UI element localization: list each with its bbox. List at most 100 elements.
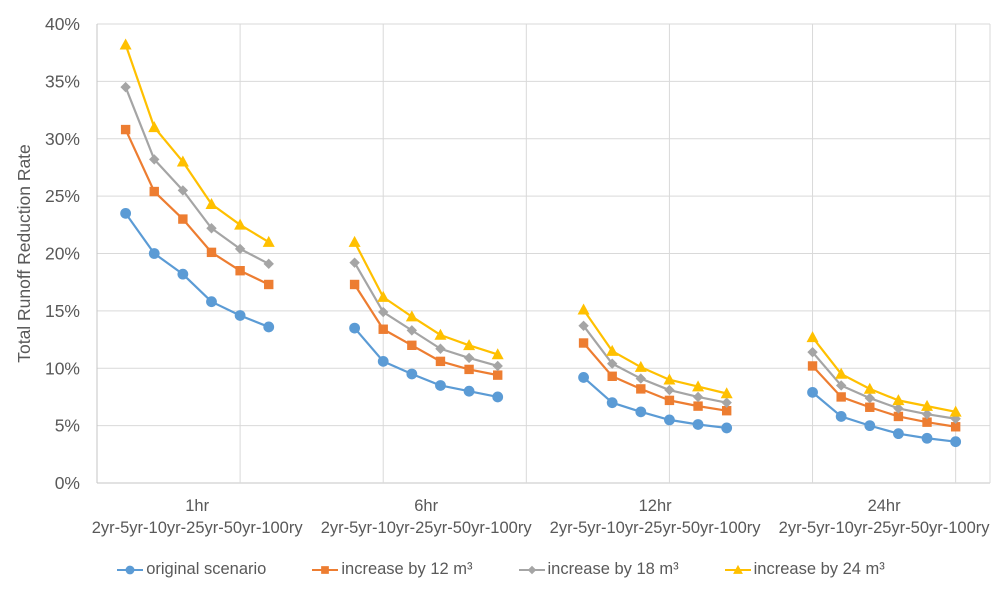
data-point-diamond [406,325,418,336]
data-point-circle [435,380,446,391]
data-point-circle [206,296,217,308]
data-point-diamond [120,81,131,93]
runoff-reduction-chart: 0% 5% 10% 15% 20% 25% 30% 35% 40% Total Runoff Re… [14,14,991,537]
x-group-label: 12hr [639,497,673,515]
data-point-triangle [205,197,218,209]
x-group-label: 24hr [868,497,902,515]
data-point-circle [578,372,589,383]
data-point-triangle [732,564,743,574]
data-point-circle [148,248,160,259]
data-point-triangle [663,373,676,385]
data-point-circle [664,414,675,426]
series-increase-by-18-m- [120,81,961,424]
gridlines [96,23,991,484]
data-point-square [264,279,274,290]
data-point-circle [125,565,135,574]
data-point-circle [177,268,189,280]
legend-marker-square-icon [312,565,339,574]
data-point-triangle [176,155,189,167]
data-point-square [321,565,330,574]
data-point-triangle [692,380,705,392]
data-point-triangle [463,339,476,351]
data-point-square [664,395,675,406]
legend-marker-triangle-icon [724,564,751,574]
data-point-triangle [148,121,161,133]
legend-item: increase by 18 m³ [517,560,679,579]
data-point-square [493,370,503,380]
data-point-square [950,422,961,432]
data-point-circle [893,428,904,440]
data-point-circle [349,322,360,334]
data-point-triangle [405,310,418,322]
data-point-square [349,279,360,290]
series-line [124,129,270,286]
data-point-circle [606,397,618,409]
y-tick-label: 0% [55,473,80,493]
series-line [582,309,727,395]
data-point-square [120,124,131,135]
data-point-triangle [835,367,848,379]
data-point-diamond [893,403,904,414]
data-point-diamond [206,223,217,234]
data-point-triangle [892,394,905,406]
x-group-label: 6hr [414,497,438,515]
legend-label: increase by 12 m³ [341,560,473,578]
data-point-triangle [921,399,934,411]
data-point-circle [492,391,504,403]
data-point-triangle [720,387,733,399]
data-point-circle [950,436,962,448]
y-tick-label: 15% [45,301,80,321]
legend-item: increase by 12 m³ [310,560,473,579]
data-point-triangle [863,382,876,394]
legend-label: increase by 18 m³ [547,560,679,578]
data-point-circle [263,321,275,333]
data-point-diamond [864,392,875,404]
data-point-diamond [721,397,732,408]
data-point-square [206,247,217,258]
data-point-triangle [434,328,447,340]
data-point-diamond [234,243,246,255]
series-line [353,262,499,368]
x-axis-group-labels: 1hr 2yr-5yr-10yr-25yr-50yr-100ry 6hr 2yr-5y… [92,497,991,537]
data-point-square [721,406,732,416]
data-point-circle [921,432,933,444]
data-point-circle [120,207,132,219]
data-point-triangle [949,405,962,417]
data-point-square [407,340,417,350]
legend-marker-circle-icon [117,565,144,574]
x-group-sublabel: 2yr-5yr-10yr-25yr-50yr-100ry [779,519,991,537]
series-line [811,351,956,420]
y-tick-label: 40% [45,14,80,34]
data-point-circle [692,419,704,430]
series-line [582,342,727,412]
data-point-diamond [527,565,536,574]
data-point-diamond [692,391,704,403]
data-point-diamond [263,258,274,270]
data-point-diamond [578,320,589,331]
data-point-square [178,214,188,224]
y-tick-label: 25% [45,186,80,206]
data-point-triangle [577,303,590,315]
data-point-square [578,338,589,348]
data-point-square [893,411,904,422]
data-point-circle [463,385,475,397]
data-point-square [378,324,388,334]
data-point-circle [635,406,647,418]
data-point-square [235,266,245,276]
data-point-triangle [806,331,819,343]
legend-marker-diamond-icon [518,565,545,574]
data-point-diamond [435,343,446,354]
data-point-diamond [807,346,818,358]
data-point-triangle [634,360,647,372]
data-point-diamond [378,306,389,318]
data-point-triangle [234,218,247,230]
data-point-triangle [262,235,275,247]
data-point-square [149,186,159,197]
data-point-diamond [492,360,503,372]
legend-label: original scenario [146,560,267,578]
data-point-circle [864,420,876,432]
data-point-diamond [835,380,847,391]
y-tick-label: 10% [45,358,80,378]
series-line [582,325,727,404]
